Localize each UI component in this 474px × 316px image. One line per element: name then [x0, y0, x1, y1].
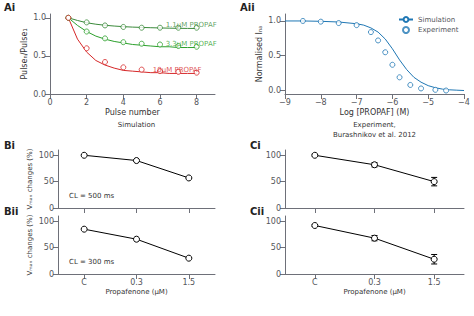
svg-text:−7: −7: [351, 98, 363, 107]
svg-text:0.0: 0.0: [268, 86, 281, 95]
svg-text:0: 0: [47, 98, 52, 107]
svg-text:−9: −9: [279, 98, 291, 107]
svg-text:Aii: Aii: [240, 2, 255, 13]
svg-text:100: 100: [266, 151, 281, 160]
svg-text:−4: −4: [458, 98, 470, 107]
svg-text:Ci: Ci: [250, 140, 261, 151]
svg-text:1.5: 1.5: [428, 278, 441, 287]
svg-text:Pulse number: Pulse number: [105, 108, 161, 117]
svg-text:0.3: 0.3: [368, 278, 381, 287]
svg-text:−6: −6: [387, 98, 399, 107]
svg-text:Bi: Bi: [4, 140, 15, 151]
svg-text:Experiment: Experiment: [418, 26, 459, 34]
svg-text:0: 0: [276, 204, 281, 213]
svg-text:1.0: 1.0: [33, 13, 46, 22]
svg-text:100: 100: [39, 151, 54, 160]
svg-text:Propafenone (μM): Propafenone (μM): [105, 288, 168, 296]
svg-text:0.5: 0.5: [268, 51, 281, 60]
svg-text:Simulation: Simulation: [118, 121, 155, 129]
svg-text:Normalised Iₙₐ: Normalised Iₙₐ: [255, 26, 264, 83]
svg-text:4: 4: [121, 98, 126, 107]
svg-text:1.1μM PROPAF: 1.1μM PROPAF: [166, 21, 217, 29]
svg-text:8: 8: [194, 98, 199, 107]
svg-text:−8: −8: [315, 98, 327, 107]
svg-text:0: 0: [276, 270, 281, 279]
svg-text:50: 50: [271, 177, 281, 186]
svg-text:C: C: [81, 278, 87, 287]
svg-text:CL = 500 ms: CL = 500 ms: [69, 192, 115, 200]
svg-text:50: 50: [44, 177, 54, 186]
svg-text:100: 100: [39, 217, 54, 226]
svg-text:100: 100: [266, 217, 281, 226]
svg-text:1.0: 1.0: [268, 16, 281, 25]
svg-text:Vₘₐₓ changes (%): Vₘₐₓ changes (%): [26, 148, 34, 209]
svg-text:0.0: 0.0: [33, 90, 46, 99]
svg-text:6: 6: [157, 98, 162, 107]
svg-text:−5: −5: [422, 98, 434, 107]
svg-text:0.5: 0.5: [33, 51, 46, 60]
svg-text:Bii: Bii: [4, 206, 18, 217]
svg-text:50: 50: [44, 243, 54, 252]
svg-text:Burashnikov et al. 2012: Burashnikov et al. 2012: [333, 131, 416, 139]
svg-text:0: 0: [49, 270, 54, 279]
svg-text:Simulation: Simulation: [418, 16, 455, 24]
svg-text:C: C: [312, 278, 318, 287]
svg-text:2: 2: [84, 98, 89, 107]
svg-text:Vₘₐₓ changes (%): Vₘₐₓ changes (%): [26, 214, 34, 275]
svg-text:Ai: Ai: [4, 2, 15, 13]
svg-text:Pulseₙ/Pulse₁: Pulseₙ/Pulse₁: [20, 28, 29, 79]
svg-text:CL = 300 ms: CL = 300 ms: [69, 258, 115, 266]
svg-text:3.3μM PROPAF: 3.3μM PROPAF: [166, 40, 217, 48]
svg-text:Experiment,: Experiment,: [353, 121, 396, 129]
svg-text:0: 0: [49, 204, 54, 213]
svg-text:Log [PROPAF] (M): Log [PROPAF] (M): [340, 108, 410, 117]
svg-text:10μM PROPAF: 10μM PROPAF: [153, 66, 202, 74]
svg-text:50: 50: [271, 243, 281, 252]
svg-text:Propafenone (μM): Propafenone (μM): [343, 288, 406, 296]
svg-text:0.3: 0.3: [130, 278, 143, 287]
svg-text:1.5: 1.5: [182, 278, 195, 287]
svg-text:Cii: Cii: [250, 206, 264, 217]
